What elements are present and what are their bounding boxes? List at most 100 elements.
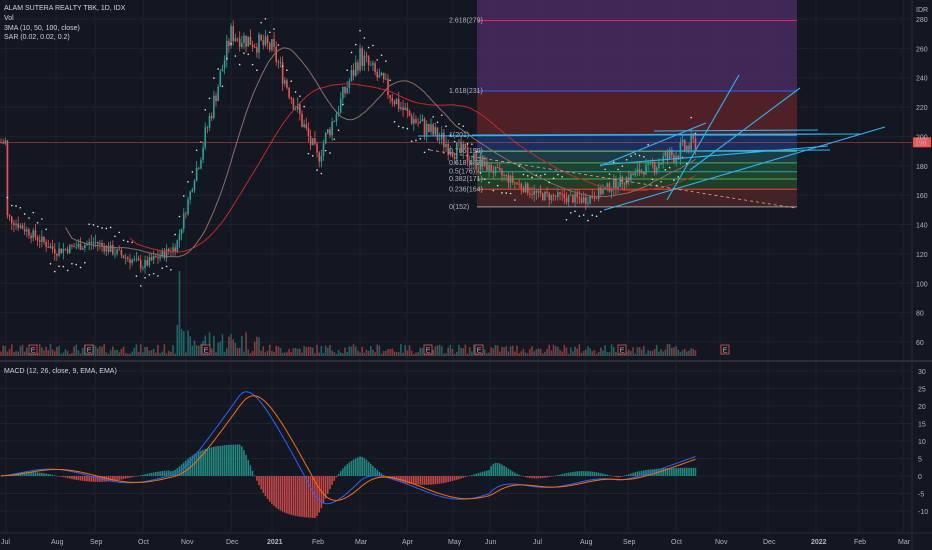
volume-bar (352, 344, 355, 356)
volume-bar (21, 344, 24, 356)
candle-body (221, 68, 224, 72)
volume-bar (180, 329, 183, 356)
macd-histogram-bar (550, 476, 553, 477)
volume-bar (643, 346, 645, 356)
macd-histogram-bar (223, 445, 226, 476)
volume-bar (15, 351, 17, 356)
macd-histogram-bar (443, 476, 445, 483)
volume-bar (329, 344, 331, 356)
candle-body (537, 190, 540, 193)
macd-histogram-bar (653, 468, 656, 476)
macd-axis-label: 10 (918, 439, 926, 446)
candle-body (146, 260, 148, 266)
sar-dot (612, 161, 615, 164)
macd-histogram-bar (49, 474, 52, 476)
volume-bar (354, 346, 357, 356)
candle-body (385, 78, 387, 80)
volume-bar (191, 345, 194, 356)
volume-bar (554, 346, 557, 356)
candle-body (215, 95, 217, 102)
volume-bar (408, 345, 411, 356)
fib-level-label: 0(152) (449, 204, 469, 211)
sar-dot (410, 140, 413, 142)
macd-histogram-bar (60, 476, 62, 477)
candle-body (615, 179, 617, 189)
candle-body (81, 248, 84, 250)
macd-histogram-bar (514, 472, 516, 476)
macd-histogram-bar (305, 476, 308, 518)
candle-body (653, 161, 656, 173)
macd-histogram-bar (630, 473, 632, 476)
candle-body (415, 119, 417, 123)
price-axis-label: 140 (916, 223, 928, 230)
candle-body (320, 155, 323, 162)
candle-body (651, 161, 654, 163)
macd-histogram-bar (150, 472, 153, 476)
macd-histogram-bar (185, 460, 187, 476)
macd-histogram-bar (120, 476, 123, 480)
candle-body (107, 246, 110, 252)
sar-dot (324, 149, 327, 152)
candle-body (94, 241, 97, 243)
candle-body (148, 257, 151, 266)
candle-body (410, 115, 413, 124)
candle-body (630, 173, 632, 181)
candle-body (552, 194, 555, 196)
candle-body (524, 183, 527, 193)
macd-histogram-bar (572, 471, 574, 476)
sar-dot (230, 42, 232, 45)
volume-bar (363, 352, 366, 356)
macd-histogram-bar (159, 471, 161, 476)
sar-dot (66, 269, 69, 272)
candle-body (36, 237, 39, 241)
macd-histogram-bar (492, 463, 495, 476)
macd-histogram-bar (681, 467, 684, 476)
volume-bar (507, 351, 510, 356)
macd-histogram-bar (182, 462, 185, 476)
macd-histogram-bar (365, 459, 368, 476)
earnings-marker (720, 344, 730, 355)
time-axis-label: Sep (623, 539, 636, 546)
candle-body (185, 213, 187, 215)
candle-body (591, 196, 594, 198)
trendline (471, 133, 827, 136)
sar-dot (122, 239, 125, 242)
macd-histogram-bar (152, 472, 155, 476)
candle-body (569, 195, 572, 197)
volume-bar (677, 349, 680, 356)
volume-bar (221, 334, 224, 356)
volume-bar (479, 353, 482, 356)
volume-bar (210, 348, 213, 356)
candle-body (90, 241, 93, 244)
candle-body (131, 259, 133, 264)
candle-body (279, 62, 282, 64)
candle-body (488, 164, 490, 171)
candle-body (167, 248, 170, 252)
macd-histogram-bar (628, 474, 630, 476)
macd-histogram-bar (94, 476, 97, 482)
volume-bar (483, 349, 486, 356)
macd-histogram-bar (260, 476, 262, 490)
time-axis-label: 2022 (811, 539, 827, 546)
candle-body (112, 245, 114, 255)
sar-dot (587, 219, 589, 222)
volume-bar (634, 353, 637, 356)
candle-body (32, 230, 35, 239)
volume-bar (0, 351, 2, 356)
candle-body (124, 257, 127, 259)
macd-histogram-bar (314, 476, 316, 519)
candle-body (389, 95, 391, 98)
candle-body (628, 177, 630, 181)
volume-bar (395, 351, 398, 356)
macd-histogram-bar (69, 476, 71, 479)
sar-dot (406, 127, 409, 130)
macd-histogram-bar (608, 475, 611, 476)
macd-histogram-bar (617, 476, 619, 478)
price-axis-label: 100 (916, 281, 928, 288)
candle-body (120, 249, 123, 256)
trendline (667, 149, 831, 152)
candle-body (400, 107, 402, 109)
macd-histogram-bar (36, 472, 39, 476)
volume-bar (45, 346, 47, 356)
sar-dot (41, 218, 43, 220)
